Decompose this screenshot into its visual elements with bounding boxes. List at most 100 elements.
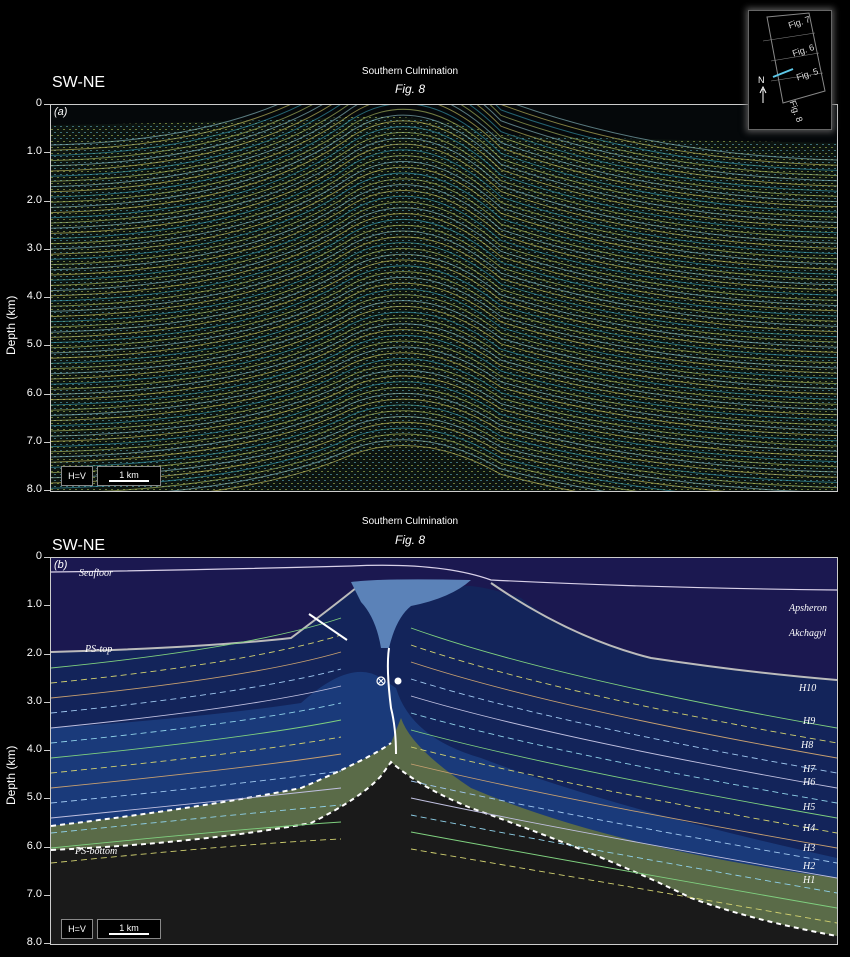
seismic-reflector bbox=[51, 276, 837, 369]
panel-a-y-tick-mark bbox=[44, 297, 50, 298]
horizon-line bbox=[51, 770, 837, 864]
panel-a-culmination-label: Southern Culmination bbox=[361, 66, 459, 77]
panel-b-y-tick: 6.0 bbox=[26, 839, 42, 852]
seismic-reflector bbox=[51, 352, 837, 437]
horizon-label-h10: H10 bbox=[799, 683, 817, 694]
panel-b-y-tick: 7.0 bbox=[26, 887, 42, 900]
inset-outline bbox=[759, 12, 826, 104]
panel-b-y-tick-mark bbox=[44, 846, 50, 848]
panel-b-y-tick-mark bbox=[44, 653, 50, 655]
location-inset-map: N Fig. 7 Fig. 6 Fig. 5 Fig. 8 bbox=[748, 10, 832, 130]
panel-a-y-tick-mark bbox=[44, 441, 50, 443]
seismic-reflector bbox=[51, 392, 837, 473]
seismic-reflector bbox=[51, 271, 837, 364]
seismic-reflector bbox=[51, 105, 837, 197]
horizon-line bbox=[51, 702, 837, 804]
panel-a-y-tick: 6.0 bbox=[26, 386, 42, 399]
horizon-label-ps-bottom: PS-bottom bbox=[75, 846, 118, 857]
mud-volcano bbox=[351, 579, 471, 648]
seismic-reflector bbox=[51, 172, 837, 275]
horizon-label-apsheron: Apsheron bbox=[789, 603, 827, 614]
seismic-reflector bbox=[51, 323, 837, 411]
seismic-reflector bbox=[51, 247, 837, 343]
interpretation-drawing bbox=[51, 564, 837, 944]
panel-a-scale-bar: 1 km bbox=[97, 466, 161, 486]
horizon-line bbox=[51, 685, 837, 789]
panel-a-y-tick: 0 bbox=[35, 97, 42, 109]
panel-b-scale-bar-line bbox=[109, 932, 149, 935]
seismic-reflector bbox=[99, 433, 638, 491]
horizon-line bbox=[51, 668, 837, 774]
seismic-reflector bbox=[51, 421, 726, 491]
seismic-reflector bbox=[51, 213, 837, 312]
panel-a-y-tick-mark bbox=[44, 345, 50, 347]
seismic-reflector bbox=[51, 317, 837, 405]
seismic-reflector bbox=[51, 178, 837, 281]
seismic-reflector bbox=[51, 230, 837, 327]
seismic-reflector bbox=[51, 294, 837, 385]
horizon-label-h8: H8 bbox=[801, 740, 814, 751]
panel-b-direction: SW-NE bbox=[52, 537, 106, 554]
seismic-reflector bbox=[51, 305, 837, 395]
horizon-label-h7: H7 bbox=[803, 764, 816, 775]
seismic-reflector bbox=[51, 282, 837, 374]
seismic-reflector bbox=[51, 105, 837, 177]
seismic-reflector bbox=[51, 131, 837, 239]
seismic-reflector bbox=[51, 105, 837, 182]
seismic-reflector bbox=[51, 259, 837, 353]
seismic-reflector bbox=[51, 114, 837, 223]
seismic-reflector bbox=[51, 398, 837, 478]
seismic-reflector bbox=[51, 363, 837, 447]
panel-b-y-tick: 4.0 bbox=[26, 743, 42, 755]
seismic-reflector bbox=[51, 218, 837, 317]
fault-line bbox=[386, 647, 397, 755]
seismic-reflector bbox=[51, 334, 837, 421]
panel-a-y-tick-mark bbox=[44, 393, 50, 395]
horizon-label-h1: H1 bbox=[803, 875, 816, 886]
seismic-reflector bbox=[51, 143, 837, 249]
panel-b-scale-bar-text: 1 km bbox=[119, 922, 139, 933]
panel-b-y-tick-mark bbox=[44, 943, 50, 944]
horizon-line bbox=[51, 753, 837, 849]
seismic-reflector bbox=[51, 166, 837, 270]
horizon-line bbox=[51, 804, 837, 894]
panel-a-scale-bar-text: 1 km bbox=[119, 469, 139, 480]
seismic-reflector bbox=[51, 160, 837, 265]
panel-b-culmination-label: Southern Culmination bbox=[361, 516, 459, 527]
panel-a-y-tick: 8.0 bbox=[26, 483, 42, 495]
seismic-reflector bbox=[51, 149, 837, 255]
panel-a-y-tick: 7.0 bbox=[26, 434, 42, 447]
panel-a-y-tick: 4.0 bbox=[26, 290, 42, 302]
panel-b-label: (b) bbox=[54, 559, 68, 571]
horizon-line bbox=[51, 617, 837, 729]
horizon-label-h4: H4 bbox=[803, 823, 816, 834]
panel-b-y-tick-mark bbox=[44, 798, 50, 800]
panel-a-scale-ratio: H=V bbox=[61, 466, 93, 486]
horizon-label-h6: H6 bbox=[803, 777, 816, 788]
seismic-reflector bbox=[51, 108, 837, 218]
seismic-reflector bbox=[51, 375, 837, 457]
horizon-label-seafloor: Seafloor bbox=[79, 568, 113, 579]
horizon-line bbox=[51, 651, 837, 759]
panel-b-y-tick-mark bbox=[44, 605, 50, 607]
panel-b-y-tick: 0 bbox=[35, 550, 42, 562]
horizon-label-h2: H2 bbox=[803, 861, 816, 872]
panel-b-interpretation: (b) Seafloor PS-top PS-bottom Apsheron A… bbox=[50, 557, 838, 945]
seismic-reflector bbox=[51, 120, 837, 229]
seismic-reflector bbox=[51, 340, 837, 426]
seismic-reflector bbox=[167, 439, 606, 491]
seismic-reflector bbox=[51, 311, 837, 400]
horizon-label-ps-top: PS-top bbox=[85, 644, 113, 655]
panel-a-y-tick: 2.0 bbox=[26, 193, 42, 206]
seismic-reflector bbox=[51, 427, 677, 491]
seismic-reflector bbox=[51, 155, 837, 260]
seismic-reflector bbox=[51, 105, 837, 161]
panel-a-direction: SW-NE bbox=[52, 74, 106, 91]
horizon-label-akchagyl: Akchagyl bbox=[789, 628, 827, 639]
panel-a-y-tick: 1.0 bbox=[26, 145, 42, 158]
seismic-reflector bbox=[51, 416, 802, 491]
seismic-reflector bbox=[51, 369, 837, 452]
internal-horizons bbox=[51, 617, 837, 924]
seismic-reflector bbox=[51, 329, 837, 416]
panel-a-label: (a) bbox=[54, 106, 68, 118]
